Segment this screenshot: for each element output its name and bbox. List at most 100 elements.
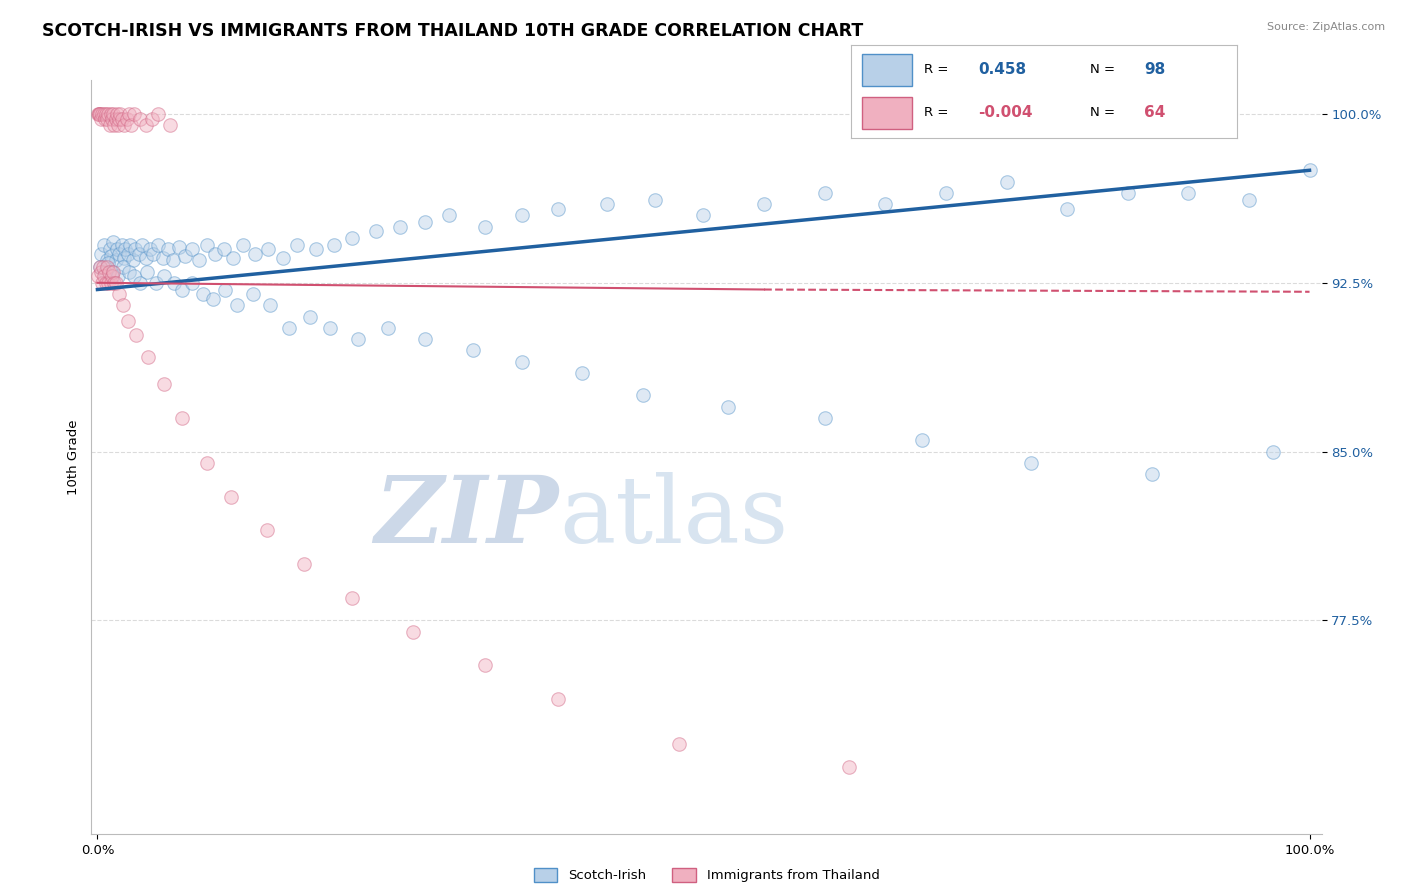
- Point: [120, 118, 142, 132]
- Point: [692, 208, 714, 222]
- Point: [571, 366, 593, 380]
- Point: [1056, 202, 1078, 216]
- Point: [474, 658, 496, 673]
- Point: [814, 410, 837, 425]
- Point: [911, 434, 934, 448]
- Point: [98, 264, 121, 278]
- Point: [153, 377, 176, 392]
- Point: [195, 237, 218, 252]
- Point: [97, 107, 120, 121]
- Point: [340, 591, 363, 605]
- Point: [128, 276, 150, 290]
- Point: [112, 118, 135, 132]
- Point: [110, 107, 132, 121]
- Point: [145, 276, 167, 290]
- Point: [100, 249, 122, 263]
- Point: [212, 242, 235, 256]
- Point: [118, 107, 141, 121]
- Point: [181, 242, 204, 256]
- Point: [98, 242, 121, 256]
- Point: [259, 298, 281, 312]
- Bar: [862, 97, 912, 129]
- Point: [389, 219, 412, 234]
- Point: [111, 237, 134, 252]
- Point: [257, 242, 280, 256]
- Point: [1019, 456, 1042, 470]
- Point: [463, 343, 485, 358]
- Point: [292, 557, 315, 571]
- Point: [101, 264, 124, 278]
- Point: [152, 251, 174, 265]
- Point: [98, 118, 121, 132]
- Point: [163, 276, 186, 290]
- Point: [242, 287, 264, 301]
- Point: [96, 253, 118, 268]
- Point: [89, 260, 111, 274]
- Point: [121, 253, 143, 268]
- Text: 98: 98: [1144, 62, 1166, 78]
- Point: [111, 112, 134, 126]
- Point: [167, 240, 190, 254]
- Point: [377, 320, 399, 334]
- Point: [547, 692, 569, 706]
- Point: [94, 107, 117, 121]
- Point: [173, 249, 195, 263]
- Point: [156, 242, 179, 256]
- Point: [287, 237, 309, 252]
- Point: [222, 251, 245, 265]
- Point: [105, 107, 128, 121]
- Point: [437, 208, 460, 222]
- Text: 64: 64: [1144, 105, 1166, 120]
- Point: [87, 268, 110, 283]
- Text: R =: R =: [924, 63, 949, 77]
- Point: [114, 242, 136, 256]
- Point: [93, 112, 115, 126]
- Point: [101, 264, 124, 278]
- Point: [103, 276, 125, 290]
- Point: [547, 202, 569, 216]
- Text: N =: N =: [1091, 63, 1115, 77]
- Point: [89, 260, 111, 274]
- Point: [271, 251, 294, 265]
- Point: [644, 193, 666, 207]
- Point: [138, 242, 160, 256]
- Point: [1237, 193, 1260, 207]
- Point: [1263, 444, 1285, 458]
- Point: [105, 276, 128, 290]
- Point: [225, 298, 247, 312]
- Point: [153, 268, 176, 283]
- Y-axis label: 10th Grade: 10th Grade: [67, 419, 80, 495]
- Point: [107, 118, 129, 132]
- Point: [93, 237, 115, 252]
- Point: [935, 186, 957, 200]
- Point: [111, 260, 134, 274]
- Point: [96, 112, 118, 126]
- Point: [90, 112, 112, 126]
- Text: Source: ZipAtlas.com: Source: ZipAtlas.com: [1267, 22, 1385, 32]
- Point: [100, 268, 122, 283]
- Point: [93, 268, 115, 283]
- Point: [105, 242, 128, 256]
- Point: [995, 175, 1018, 189]
- Point: [188, 253, 211, 268]
- Point: [1298, 163, 1320, 178]
- Point: [136, 264, 159, 278]
- Point: [1140, 467, 1163, 481]
- Point: [93, 264, 115, 278]
- Point: [814, 186, 837, 200]
- Point: [104, 112, 127, 126]
- Point: [120, 237, 142, 252]
- Point: [101, 112, 124, 126]
- Text: -0.004: -0.004: [979, 105, 1033, 120]
- Point: [717, 400, 740, 414]
- Point: [510, 354, 533, 368]
- Point: [1116, 186, 1139, 200]
- Point: [668, 737, 690, 751]
- Point: [103, 235, 125, 250]
- Point: [595, 197, 617, 211]
- Point: [232, 237, 254, 252]
- Point: [1177, 186, 1199, 200]
- Point: [219, 490, 242, 504]
- Point: [115, 112, 138, 126]
- Point: [131, 237, 153, 252]
